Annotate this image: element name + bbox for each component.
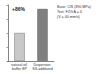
svg-text:+86%: +86% [12, 6, 25, 12]
svg-text:SS-additized: SS-additized [32, 67, 52, 71]
svg-text:buffer EP: buffer EP [12, 67, 28, 71]
svg-text:Base: CIS (390 MPa): Base: CIS (390 MPa) [57, 5, 91, 9]
svg-text:Test: FZG A = 4: Test: FZG A = 4 [57, 10, 82, 14]
svg-text:(V = 40 mm/s): (V = 40 mm/s) [57, 15, 80, 19]
svg-text:natural oil: natural oil [11, 63, 28, 67]
svg-text:Dispersion: Dispersion [33, 63, 52, 67]
